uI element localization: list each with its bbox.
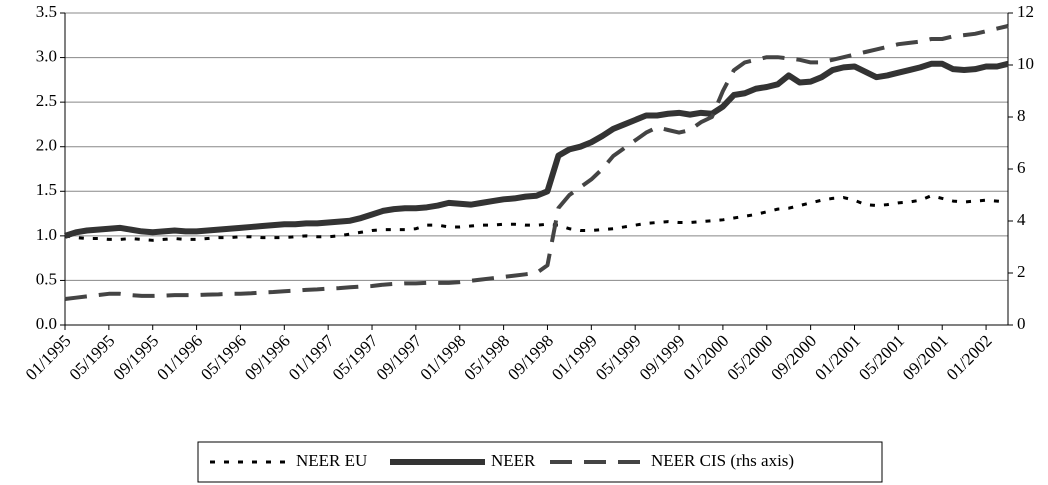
x-tick-label: 01/2002	[943, 331, 996, 384]
x-tick-label: 09/1996	[241, 331, 294, 384]
y-tick-label: 0.5	[36, 269, 57, 288]
x-tick-label: 09/1998	[504, 331, 557, 384]
series-line	[64, 194, 1009, 242]
y-tick-label: 1.0	[36, 225, 57, 244]
y-tick-label: 1.5	[36, 180, 57, 199]
x-tick-label: 09/1997	[373, 331, 426, 384]
x-tick-label: 09/1995	[109, 331, 162, 384]
y2-tick-label: 6	[1017, 158, 1026, 177]
x-tick-label: 01/2000	[680, 331, 733, 384]
x-tick-label: 01/1997	[285, 331, 338, 384]
legend-label: NEER EU	[296, 451, 367, 470]
x-tick-label: 01/1998	[416, 331, 469, 384]
legend: NEER EU NEER NEER CIS (rhs axis)	[197, 441, 883, 483]
y2-tick-label: 2	[1017, 262, 1026, 281]
y2-tick-label: 10	[1017, 54, 1034, 73]
legend-label: NEER	[491, 451, 536, 470]
x-tick-label: 05/1997	[329, 331, 382, 384]
x-tick-label: 09/1999	[636, 331, 689, 384]
x-tick-label: 05/1998	[460, 331, 513, 384]
y-tick-label: 2.5	[36, 91, 57, 110]
legend-box	[197, 441, 883, 483]
y2-tick-label: 4	[1017, 210, 1026, 229]
x-tick-label: 01/1996	[153, 331, 206, 384]
legend-label: NEER CIS (rhs axis)	[651, 451, 794, 470]
x-tick-label: 09/2001	[899, 331, 952, 384]
y-tick-label: 0.0	[36, 314, 57, 333]
series-line	[64, 24, 1009, 301]
y2-tick-label: 12	[1017, 2, 1034, 21]
y-tick-label: 3.0	[36, 46, 57, 65]
x-tick-label: 09/2000	[767, 331, 820, 384]
y-tick-label: 3.5	[36, 2, 57, 21]
x-tick-label: 05/1999	[592, 331, 645, 384]
y2-tick-label: 8	[1017, 106, 1026, 125]
x-tick-label: 01/1999	[548, 331, 601, 384]
x-tick-label: 01/2001	[811, 331, 864, 384]
series-line	[64, 60, 1009, 239]
x-tick-label: 05/2000	[724, 331, 777, 384]
y2-tick-label: 0	[1017, 314, 1026, 333]
x-tick-label: 05/1995	[66, 331, 119, 384]
x-tick-label: 05/2001	[855, 331, 908, 384]
x-tick-label: 01/1995	[22, 331, 75, 384]
y-tick-label: 2.0	[36, 136, 57, 155]
x-tick-label: 05/1996	[197, 331, 250, 384]
